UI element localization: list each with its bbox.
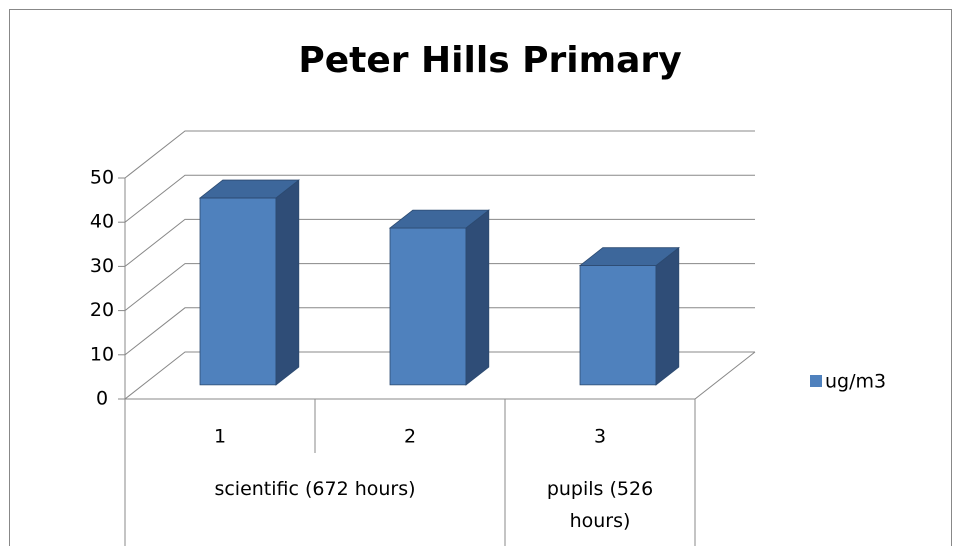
chart-title: Peter Hills Primary xyxy=(298,40,681,81)
grid-line xyxy=(124,174,755,223)
grid-line xyxy=(124,263,755,311)
bar xyxy=(578,246,680,386)
group-label: pupils (526 hours) xyxy=(546,478,654,532)
bar-side xyxy=(655,246,680,386)
legend-swatch xyxy=(810,375,822,387)
legend-label: ug/m3 xyxy=(825,371,886,393)
grid-line xyxy=(124,218,755,267)
group-label: scientific (672 hours) xyxy=(214,478,416,500)
grid-line xyxy=(124,351,755,400)
bar-front xyxy=(389,227,467,386)
x-tick-label: 1 xyxy=(214,426,226,448)
y-tick-label: 30 xyxy=(90,255,114,277)
bar-front xyxy=(579,265,657,386)
y-tick-label: 20 xyxy=(90,299,114,321)
bar-top xyxy=(388,209,490,229)
x-tick-label: 2 xyxy=(404,426,416,448)
y-tick-label: 0 xyxy=(96,388,108,410)
grid-line xyxy=(124,130,755,179)
grid-line xyxy=(124,307,755,356)
bar-front xyxy=(199,197,277,386)
x-tick-label: 3 xyxy=(594,426,606,448)
bar-side xyxy=(275,179,300,386)
bar xyxy=(198,179,300,386)
bar-side xyxy=(465,209,490,386)
bar xyxy=(388,209,490,386)
bar-top xyxy=(198,179,300,199)
y-tick-label: 10 xyxy=(90,343,114,365)
bar-top xyxy=(578,247,680,266)
y-tick-label: 50 xyxy=(90,167,114,189)
y-tick-label: 40 xyxy=(90,211,114,233)
